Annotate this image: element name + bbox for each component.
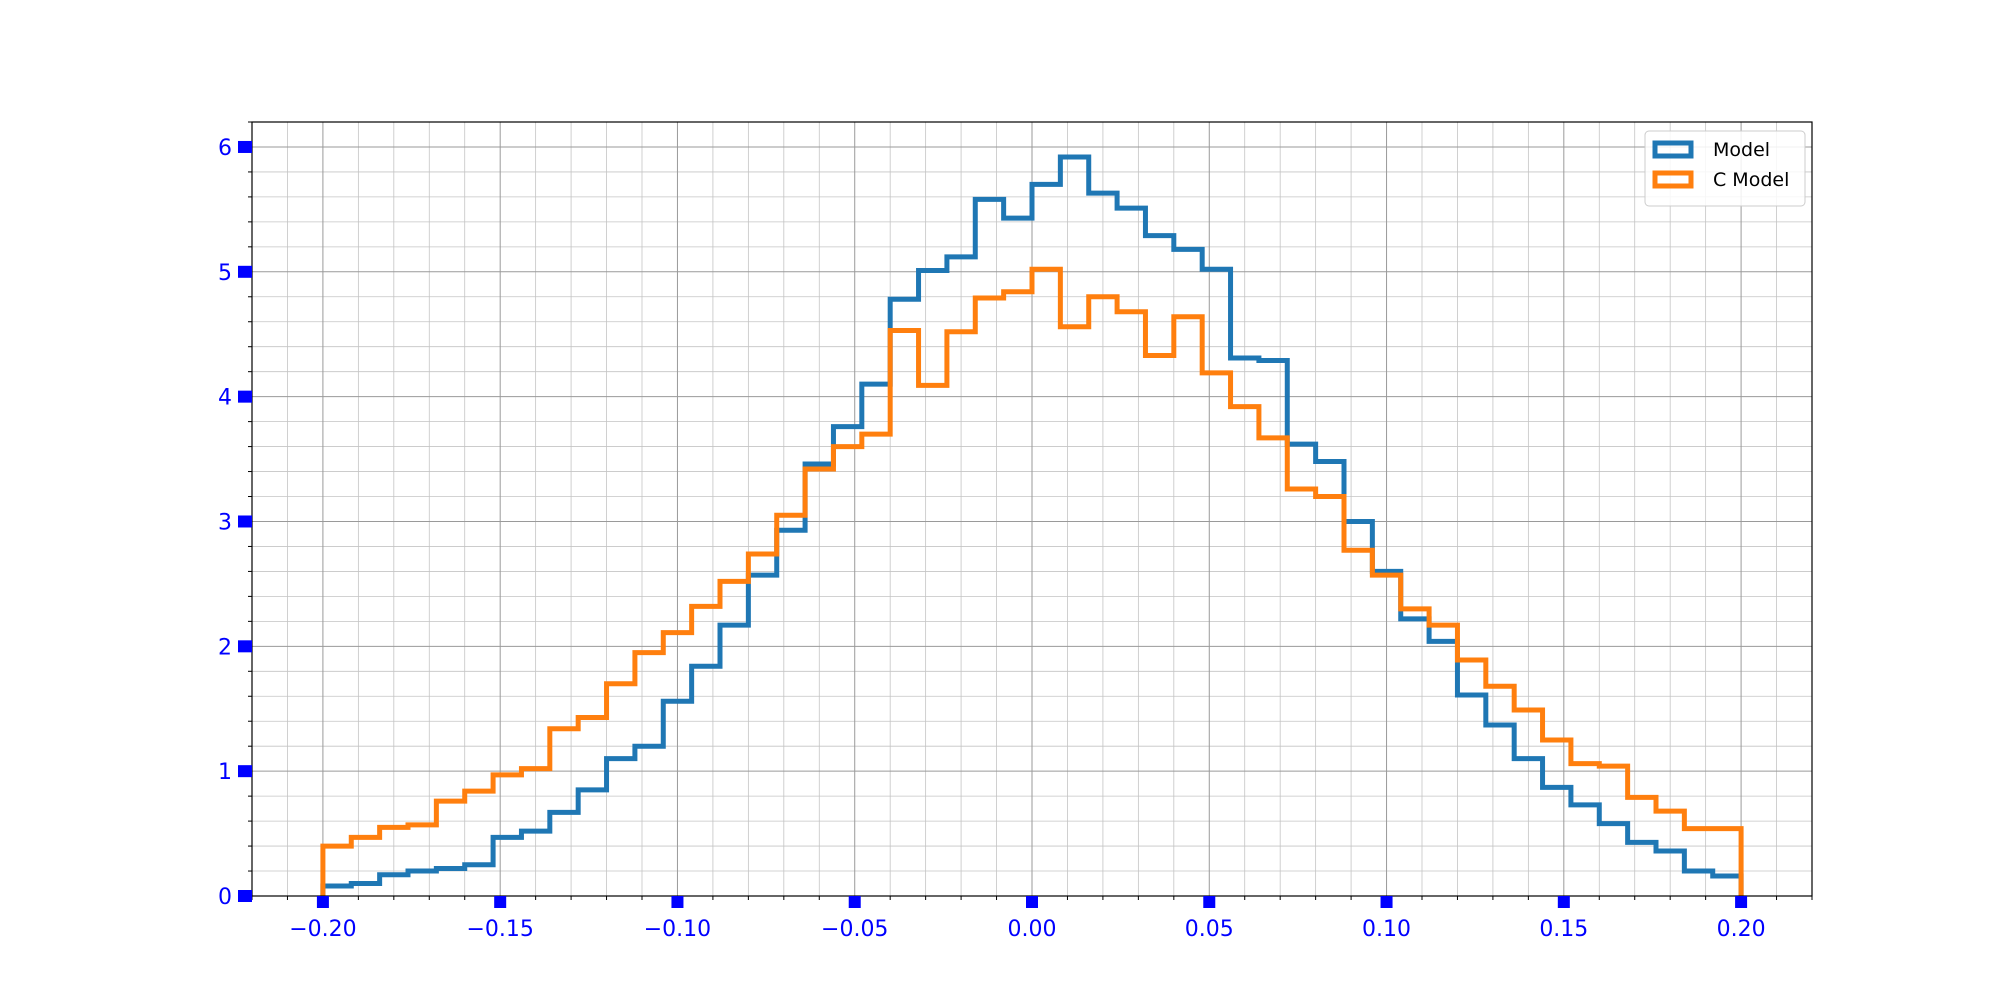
legend-label: Model [1713,139,1770,161]
x-axis: −0.20 −0.15 −0.10 −0.05 0.00 0.05 0.10 0.15 0.20 [251,896,1813,942]
y-major-tick [238,140,252,153]
x-tick-label: −0.10 [644,917,711,942]
y-tick-label: 5 [218,261,232,286]
x-tick-label: 0.15 [1539,917,1588,942]
x-major-tick [494,896,507,908]
x-tick-label: 0.00 [1008,917,1057,942]
y-major-tick [238,640,252,653]
x-major-tick [1557,896,1570,908]
x-tick-label: −0.05 [821,917,888,942]
y-tick-label: 1 [218,760,232,785]
x-tick-label: 0.20 [1717,917,1766,942]
legend-swatch [1652,140,1694,159]
x-major-tick [316,896,329,908]
y-major-tick [238,515,252,528]
y-axis: 0 1 2 3 4 5 6 [218,121,252,910]
y-tick-label: 4 [218,386,232,411]
y-tick-label: 0 [218,885,232,910]
x-major-tick [848,896,861,908]
major-grid [252,122,1812,896]
y-major-tick [238,765,252,778]
x-tick-label: −0.15 [466,917,533,942]
y-major-tick [238,265,252,278]
x-major-tick [1380,896,1393,908]
x-tick-label: 0.10 [1362,917,1411,942]
legend: Model C Model [1644,130,1806,207]
y-major-tick [238,390,252,403]
y-tick-label: 3 [218,510,232,535]
series-2-histogram [320,266,1744,896]
x-tick-label: 0.05 [1185,917,1234,942]
series-1-histogram [320,154,1744,896]
y-tick-label: 6 [218,136,232,161]
x-tick-label: −0.20 [289,917,356,942]
y-major-tick [238,890,252,902]
legend-label: C Model [1713,169,1789,191]
x-major-tick [1026,896,1038,908]
plot-area [251,121,1813,897]
legend-swatch [1652,170,1694,189]
y-tick-label: 2 [218,635,232,660]
x-major-tick [1735,896,1748,908]
x-major-tick [1203,896,1216,908]
series-layer [320,154,1744,896]
x-major-tick [671,896,684,908]
